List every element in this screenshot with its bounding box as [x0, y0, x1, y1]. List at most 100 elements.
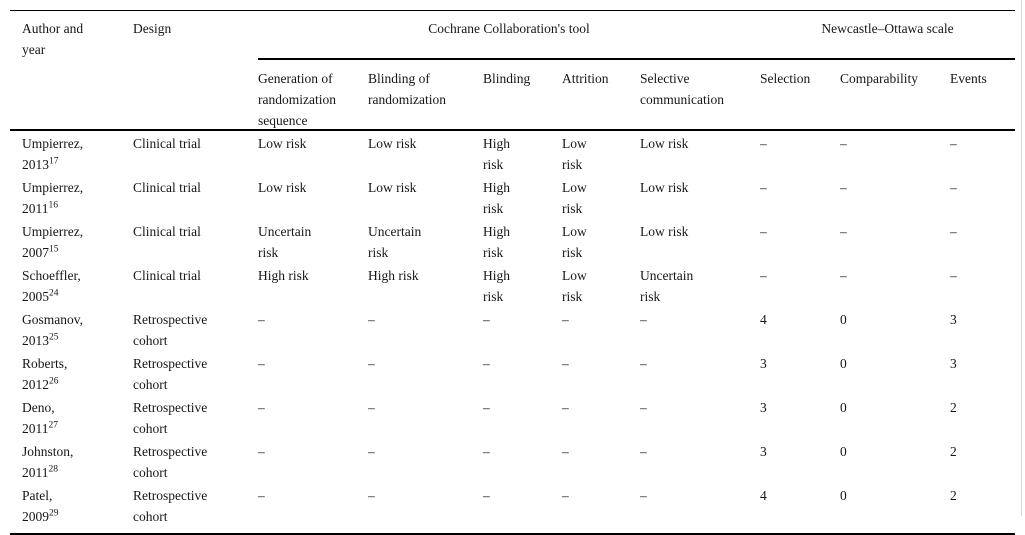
sub-header-spacer-design — [133, 60, 258, 131]
reference-superscript: 25 — [49, 332, 59, 343]
cell-author-year: Gosmanov, 201325 — [10, 307, 133, 351]
cell-selective-communication: Low risk — [640, 136, 689, 151]
table-row: Patel, 200929 Retrospective cohort – – –… — [10, 483, 1015, 527]
cell-blinding: High risk — [483, 180, 510, 216]
cell-author-year: Umpierrez, 201317 — [10, 131, 133, 175]
risk-of-bias-table: Author and year Design Cochrane Collabor… — [10, 10, 1015, 535]
author-year-text: Umpierrez, 2011 — [22, 180, 84, 216]
cell-blinding-randomization: Uncertain risk — [368, 224, 422, 260]
cell-blinding: – — [483, 356, 490, 371]
cell-selection: – — [760, 136, 767, 151]
cell-selective-communication: Low risk — [640, 180, 689, 195]
col-header-selection: Selection — [760, 71, 811, 86]
table-row: Deno, 201127 Retrospective cohort – – – … — [10, 395, 1015, 439]
cell-attrition: Low risk — [562, 136, 587, 172]
cell-generation-randomization: Uncertain risk — [258, 224, 312, 260]
cell-events: 3 — [950, 312, 957, 327]
cell-selective-communication: Uncertain risk — [640, 268, 694, 304]
cell-blinding-randomization: High risk — [368, 268, 419, 283]
cell-blinding: – — [483, 312, 490, 327]
group-header-row: Author and year Design Cochrane Collabor… — [10, 11, 1015, 60]
table-row: Umpierrez, 201317 Clinical trial Low ris… — [10, 131, 1015, 175]
cell-selective-communication: Low risk — [640, 224, 689, 239]
col-header-generation-randomization: Generation of randomization sequence — [258, 71, 336, 128]
cell-blinding-randomization: Low risk — [368, 180, 417, 195]
reference-superscript: 17 — [49, 156, 59, 167]
cell-design: Retrospective cohort — [133, 444, 208, 480]
author-year-text: Deno, 2011 — [22, 400, 55, 436]
cell-comparability: 0 — [840, 444, 847, 459]
cell-attrition: Low risk — [562, 224, 587, 260]
cell-selection: 3 — [760, 400, 767, 415]
cell-blinding-randomization: Low risk — [368, 136, 417, 151]
reference-superscript: 26 — [49, 376, 59, 387]
cell-events: – — [950, 180, 957, 195]
cell-blinding: High risk — [483, 268, 510, 304]
table-row: Roberts, 201226 Retrospective cohort – –… — [10, 351, 1015, 395]
cell-events: – — [950, 136, 957, 151]
cell-design: Clinical trial — [133, 180, 201, 195]
cell-blinding: High risk — [483, 136, 510, 172]
cell-attrition: – — [562, 312, 569, 327]
author-year-text: Umpierrez, 2013 — [22, 136, 84, 172]
cell-author-year: Umpierrez, 201116 — [10, 175, 133, 219]
author-year-text: Umpierrez, 2007 — [22, 224, 84, 260]
cell-selection: 3 — [760, 444, 767, 459]
cell-design: Clinical trial — [133, 224, 201, 239]
cell-author-year: Johnston, 201128 — [10, 439, 133, 483]
cell-selective-communication: – — [640, 312, 647, 327]
cell-author-year: Deno, 201127 — [10, 395, 133, 439]
author-year-text: Schoeffler, 2005 — [22, 268, 81, 304]
cell-selective-communication: – — [640, 488, 647, 503]
cell-generation-randomization: – — [258, 400, 265, 415]
cell-events: 3 — [950, 356, 957, 371]
cell-events: – — [950, 268, 957, 283]
cell-attrition: Low risk — [562, 268, 587, 304]
cell-design: Retrospective cohort — [133, 488, 208, 524]
cell-generation-randomization: Low risk — [258, 136, 307, 151]
group-header-newcastle-ottawa: Newcastle–Ottawa scale — [760, 11, 1015, 60]
cell-attrition: Low risk — [562, 180, 587, 216]
cell-blinding-randomization: – — [368, 444, 375, 459]
cell-design: Retrospective cohort — [133, 400, 208, 436]
cell-generation-randomization: – — [258, 488, 265, 503]
cell-selective-communication: – — [640, 400, 647, 415]
cell-blinding-randomization: – — [368, 312, 375, 327]
table-row: Schoeffler, 200524 Clinical trial High r… — [10, 263, 1015, 307]
cell-attrition: – — [562, 444, 569, 459]
cell-design: Clinical trial — [133, 268, 201, 283]
cell-author-year: Schoeffler, 200524 — [10, 263, 133, 307]
author-year-text: Johnston, 2011 — [22, 444, 74, 480]
reference-superscript: 29 — [49, 508, 59, 519]
table-row: Gosmanov, 201325 Retrospective cohort – … — [10, 307, 1015, 351]
col-header-events: Events — [950, 71, 987, 86]
col-header-blinding: Blinding — [483, 71, 531, 86]
cell-blinding: High risk — [483, 224, 510, 260]
col-header-design: Design — [133, 21, 172, 36]
col-header-blinding-randomization: Blinding of randomization — [368, 71, 446, 107]
cell-comparability: – — [840, 224, 847, 239]
cell-blinding-randomization: – — [368, 488, 375, 503]
sub-header-row: Generation of randomization sequence Bli… — [10, 60, 1015, 131]
col-header-author-year: Author and year — [22, 21, 84, 57]
cell-events: 2 — [950, 444, 957, 459]
cell-generation-randomization: High risk — [258, 268, 309, 283]
cell-generation-randomization: Low risk — [258, 180, 307, 195]
cell-blinding-randomization: – — [368, 356, 375, 371]
reference-superscript: 15 — [49, 244, 59, 255]
cell-selection: – — [760, 180, 767, 195]
sub-header-spacer-author — [10, 60, 133, 131]
cell-events: – — [950, 224, 957, 239]
reference-superscript: 27 — [48, 420, 59, 431]
table-row: Umpierrez, 201116 Clinical trial Low ris… — [10, 175, 1015, 219]
table-row: Johnston, 201128 Retrospective cohort – … — [10, 439, 1015, 483]
cell-comparability: – — [840, 180, 847, 195]
cell-author-year: Roberts, 201226 — [10, 351, 133, 395]
cell-design: Clinical trial — [133, 136, 201, 151]
cell-blinding: – — [483, 400, 490, 415]
cell-blinding: – — [483, 488, 490, 503]
cell-author-year: Umpierrez, 200715 — [10, 219, 133, 263]
cell-selection: 4 — [760, 488, 767, 503]
cell-generation-randomization: – — [258, 312, 265, 327]
